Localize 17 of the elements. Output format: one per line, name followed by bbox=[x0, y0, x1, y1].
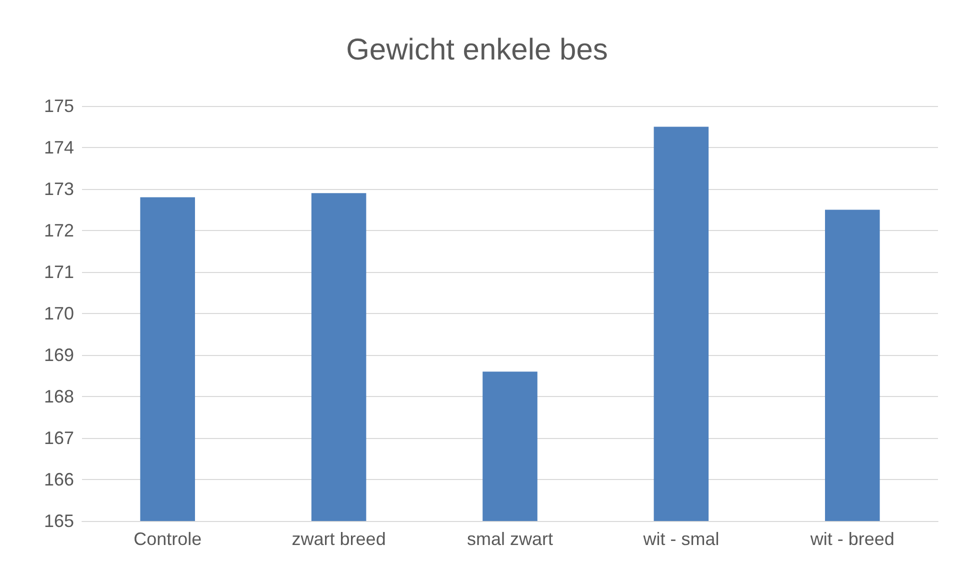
y-tick-label: 168 bbox=[44, 386, 74, 406]
x-tick-label: wit - breed bbox=[809, 529, 894, 549]
y-tick-label: 175 bbox=[44, 96, 74, 116]
chart-title: Gewicht enkele bes bbox=[346, 34, 608, 66]
x-tick-label: wit - smal bbox=[642, 529, 720, 549]
y-tick-label: 166 bbox=[44, 470, 74, 490]
y-tick-label: 173 bbox=[44, 179, 74, 199]
x-tick-label: Controle bbox=[134, 529, 202, 549]
y-tick-label: 169 bbox=[44, 345, 74, 365]
x-tick-label: zwart breed bbox=[292, 529, 386, 549]
y-tick-label: 165 bbox=[44, 511, 74, 531]
y-tick-label: 170 bbox=[44, 304, 74, 324]
y-tick-label: 172 bbox=[44, 220, 74, 240]
y-tick-label: 174 bbox=[44, 138, 74, 158]
y-tick-label: 171 bbox=[44, 262, 74, 282]
x-tick-label: smal zwart bbox=[466, 529, 554, 549]
y-tick-label: 167 bbox=[44, 428, 74, 448]
